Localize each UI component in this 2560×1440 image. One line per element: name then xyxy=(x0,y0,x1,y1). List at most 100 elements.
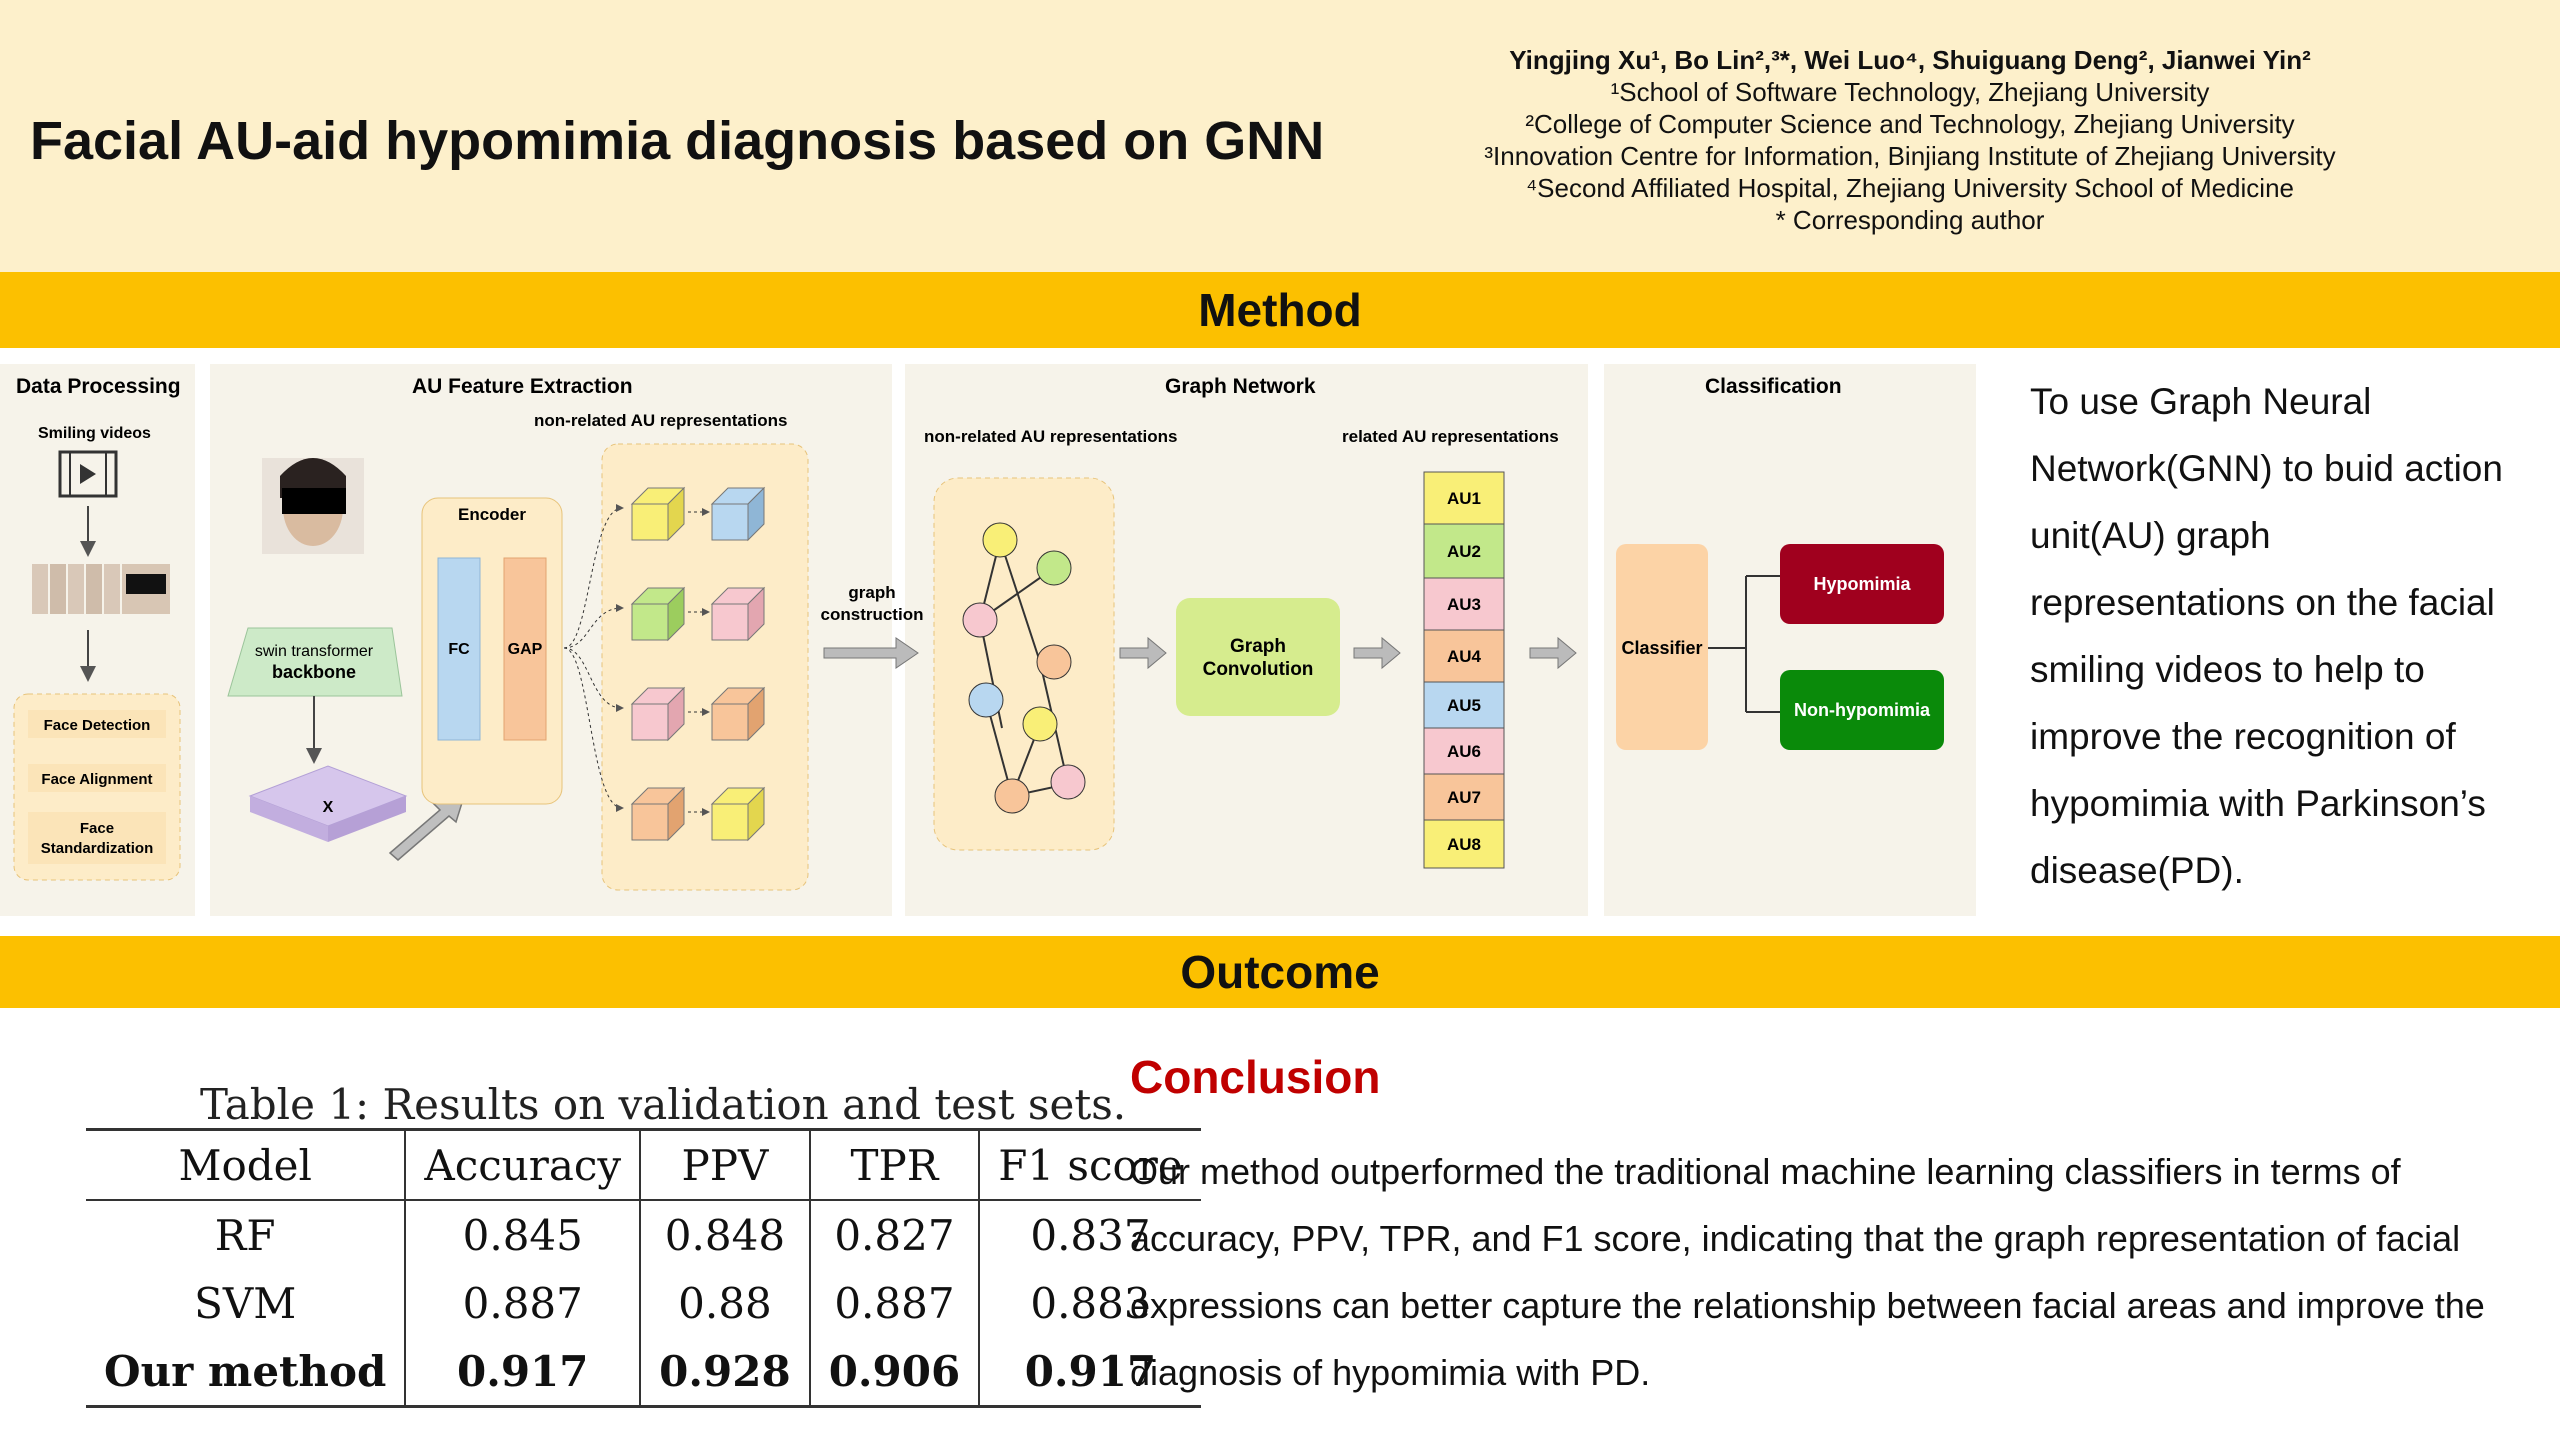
au-cube-side xyxy=(747,686,765,742)
hypomimia-label: Hypomimia xyxy=(1813,574,1911,594)
panel-title-graph-network: Graph Network xyxy=(1165,375,1316,398)
graph-conv-label-2: Convolution xyxy=(1203,659,1314,680)
au-cell xyxy=(1423,523,1505,579)
table-caption: Table 1: Results on validation and test … xyxy=(200,1080,1127,1129)
step-face-standardization-label-2: Standardization xyxy=(41,840,154,857)
nonrelated-label-graph: non-related AU representations xyxy=(924,427,1177,446)
affiliation-3: ³Innovation Centre for Information, Binj… xyxy=(1484,141,2336,171)
cell: RF xyxy=(86,1200,407,1269)
cell: 0.928 xyxy=(640,1337,811,1407)
cell: Our method xyxy=(86,1337,407,1407)
cell: 0.88 xyxy=(640,1269,811,1337)
smiling-videos-label: Smiling videos xyxy=(38,425,151,442)
step-face-standardization-label: Face xyxy=(80,820,114,837)
results-table: Model Accuracy PPV TPR F1 score RF 0.845… xyxy=(86,1128,1201,1408)
au-cube xyxy=(711,603,749,641)
cell: 0.887 xyxy=(809,1269,981,1337)
col-model: Model xyxy=(86,1129,407,1200)
au-cubes-box xyxy=(601,443,809,891)
cell: 0.883 xyxy=(1030,1278,1151,1328)
nonrelated-label-au: non-related AU representations xyxy=(534,411,787,430)
fc-label: FC xyxy=(448,641,470,658)
feature-x-label: X xyxy=(323,799,334,816)
cell: SVM xyxy=(86,1269,407,1337)
outcome-heading: Outcome xyxy=(0,936,2560,1008)
non-hypomimia-box xyxy=(1780,670,1944,750)
panel-title-au-feature: AU Feature Extraction xyxy=(412,375,633,398)
backbone-label-2: backbone xyxy=(272,662,356,682)
au-cube-side xyxy=(747,486,765,542)
au-cube-side xyxy=(747,786,765,842)
author-block: Yingjing Xu¹, Bo Lin²,³*, Wei Luo⁴, Shui… xyxy=(1380,44,2440,236)
table-row: Our method 0.917 0.928 0.906 0.917 xyxy=(86,1337,1201,1407)
graph-conv-label-1: Graph xyxy=(1230,636,1286,657)
backbone-label-1: swin transformer xyxy=(255,643,374,660)
table-row: RF 0.845 0.848 0.827 0.837 xyxy=(86,1200,1201,1269)
arrow-to-graph-conv xyxy=(1119,636,1167,670)
au-cube xyxy=(711,703,749,741)
poster-title: Facial AU-aid hypomimia diagnosis based … xyxy=(30,111,1325,171)
au-cube xyxy=(631,803,669,841)
au-cube xyxy=(711,503,749,541)
au-cell xyxy=(1423,629,1505,683)
cell: 0.887 xyxy=(405,1269,642,1337)
step-face-detection xyxy=(28,710,166,738)
col-tpr: TPR xyxy=(809,1129,981,1200)
au-cube xyxy=(711,803,749,841)
panel-title-data-processing: Data Processing xyxy=(16,375,181,398)
au-cell xyxy=(1423,471,1505,525)
method-description: To use Graph Neural Network(GNN) to buid… xyxy=(2030,381,2503,891)
au-label: AU2 xyxy=(1447,542,1481,561)
au-representation-list: AU1 AU2 AU3 AU4 AU5 AU6 AU7 AU8 xyxy=(1423,471,1505,869)
au-label: AU4 xyxy=(1447,647,1482,666)
au-cell xyxy=(1423,773,1505,821)
au-cell xyxy=(1423,577,1505,631)
step-face-alignment xyxy=(28,764,166,792)
au-cube-side xyxy=(667,486,685,542)
poster-header: Facial AU-aid hypomimia diagnosis based … xyxy=(0,0,2560,272)
au-cell xyxy=(1423,819,1505,869)
method-diagram: Data Processing AU Feature Extraction Gr… xyxy=(0,364,1976,916)
affiliation-2: ²College of Computer Science and Technol… xyxy=(1525,109,2295,139)
hypomimia-box xyxy=(1780,544,1944,624)
cell: 0.848 xyxy=(640,1200,811,1269)
au-label: AU6 xyxy=(1447,742,1481,761)
arrow-to-classifier xyxy=(1529,636,1577,670)
gap-layer xyxy=(503,557,547,741)
face-frames-strip xyxy=(32,564,170,614)
au-cube-side xyxy=(667,786,685,842)
au-cube-side xyxy=(667,686,685,742)
cell: 0.906 xyxy=(809,1337,981,1407)
step-face-alignment-label: Face Alignment xyxy=(41,771,152,788)
au-graph xyxy=(962,522,1086,814)
classifier-box xyxy=(1616,544,1708,750)
graph-construction-label-2: construction xyxy=(821,605,924,624)
col-f1: F1 score xyxy=(998,1140,1183,1190)
cell: 0.837 xyxy=(1030,1210,1151,1260)
corresponding-note: * Corresponding author xyxy=(1775,205,2045,235)
au-label: AU3 xyxy=(1447,595,1481,614)
col-accuracy: Accuracy xyxy=(405,1129,642,1200)
related-label: related AU representations xyxy=(1342,427,1559,446)
affiliation-1: ¹School of Software Technology, Zhejiang… xyxy=(1610,77,2210,107)
arrow-to-encoder xyxy=(388,788,468,861)
step-face-detection-label: Face Detection xyxy=(44,717,151,734)
cell: 0.917 xyxy=(405,1337,642,1407)
au-cube-grid xyxy=(630,486,766,842)
au-cube xyxy=(631,503,669,541)
author-list: Yingjing Xu¹, Bo Lin²,³*, Wei Luo⁴, Shui… xyxy=(1509,45,2311,75)
cell: 0.917 xyxy=(1024,1346,1157,1396)
au-cube-side xyxy=(667,586,685,642)
au-label: AU8 xyxy=(1447,835,1481,854)
au-cube-side xyxy=(747,586,765,642)
method-heading: Method xyxy=(0,272,2560,348)
au-cube xyxy=(631,603,669,641)
backbone-box xyxy=(227,627,403,697)
panel-title-classification: Classification xyxy=(1705,375,1842,398)
video-icon xyxy=(58,450,118,498)
face-photo xyxy=(262,458,364,554)
gap-label: GAP xyxy=(508,641,543,658)
au-label: AU7 xyxy=(1447,788,1481,807)
arrow-to-au-list xyxy=(1353,636,1401,670)
affiliation-4: ⁴Second Affiliated Hospital, Zhejiang Un… xyxy=(1526,173,2294,203)
